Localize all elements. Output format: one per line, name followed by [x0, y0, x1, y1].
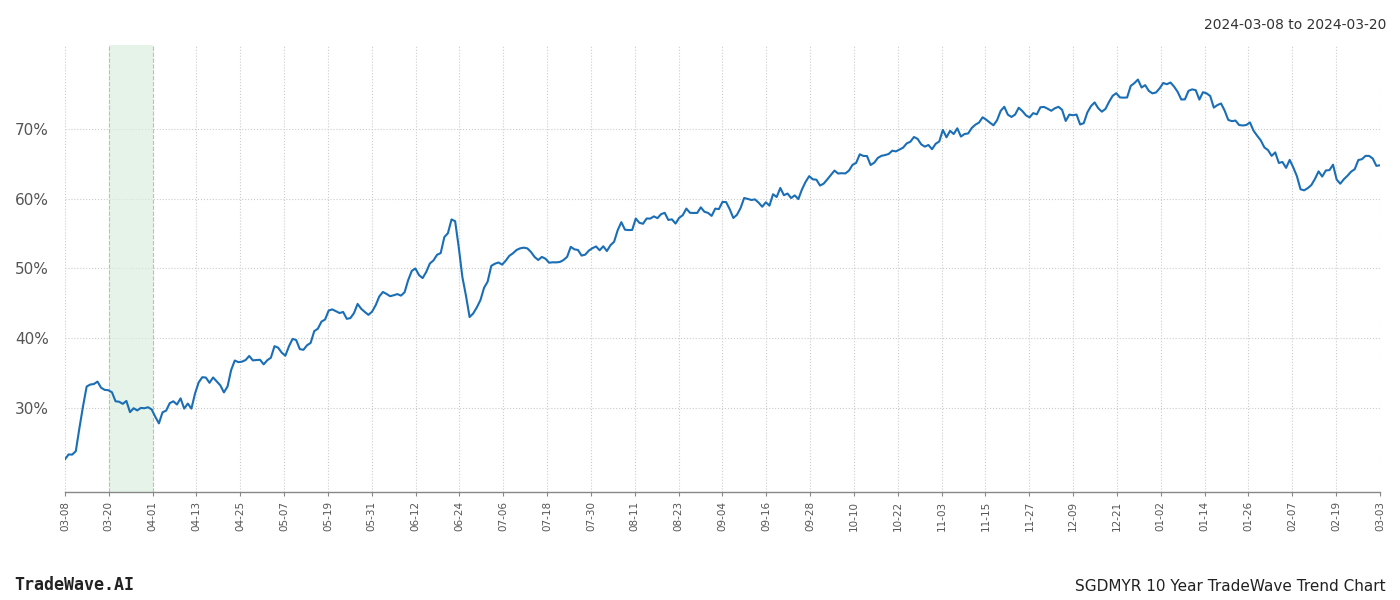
Bar	[109, 45, 153, 492]
Text: SGDMYR 10 Year TradeWave Trend Chart: SGDMYR 10 Year TradeWave Trend Chart	[1075, 579, 1386, 594]
Text: TradeWave.AI: TradeWave.AI	[14, 576, 134, 594]
Text: 2024-03-08 to 2024-03-20: 2024-03-08 to 2024-03-20	[1204, 18, 1386, 32]
